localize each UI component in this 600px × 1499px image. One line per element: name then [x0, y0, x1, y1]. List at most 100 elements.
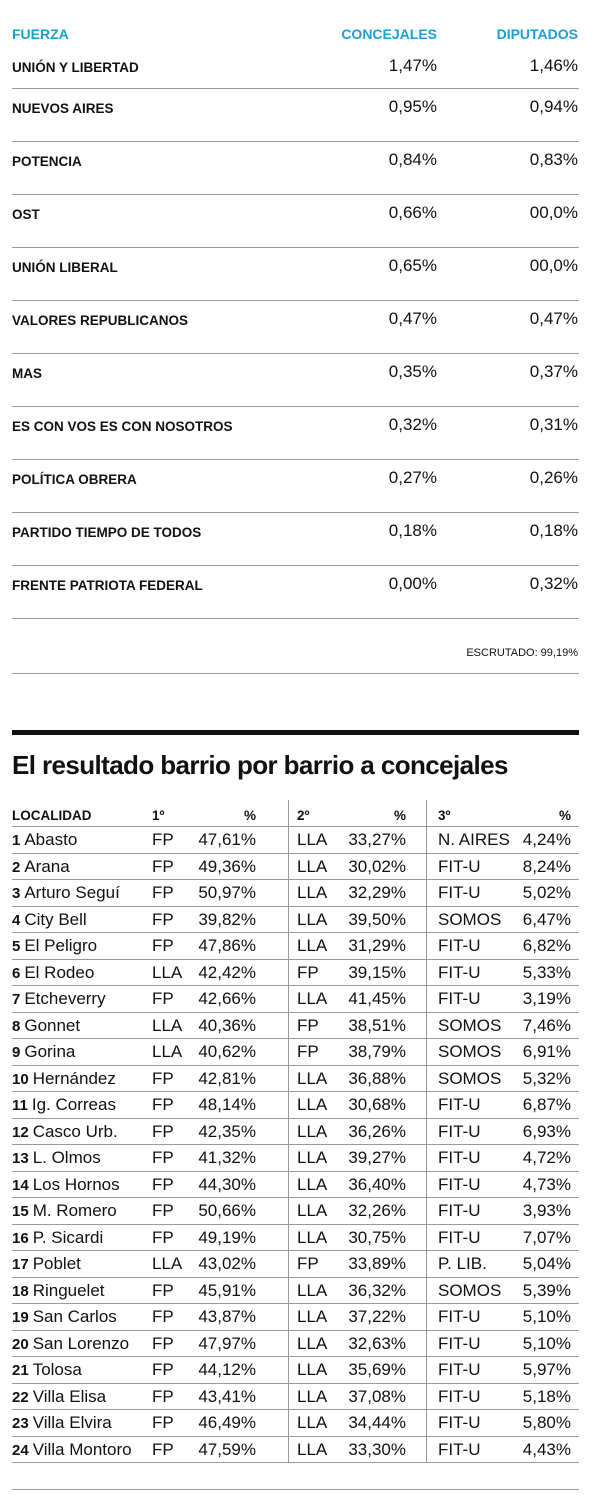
barrio-number: 14 [12, 1176, 29, 1194]
party-row: UNIÓN Y LIBERTAD 1,47% 1,46% [12, 44, 579, 89]
barrio-name: Casco Urb. [32, 1121, 118, 1141]
barrio-name: Villa Montoro [32, 1439, 132, 1459]
first-party: FP [152, 989, 174, 1008]
diputados-value: 00,0% [529, 203, 578, 222]
third-pct: 5,10% [522, 1333, 571, 1353]
second-pct: 33,27% [348, 830, 406, 849]
third-pct: 8,24% [522, 856, 571, 876]
third-party: FIT-U [438, 962, 481, 982]
third-party: SOMOS [438, 1042, 502, 1061]
barrio-localidad: 15 M. Romero [12, 1201, 117, 1221]
diputados-value: 0,32% [529, 574, 578, 593]
second-pct: 34,44% [348, 1413, 406, 1432]
party-row: MAS 0,35% 0,37% [12, 354, 579, 407]
third-pct: 6,93% [522, 1121, 571, 1141]
header-fuerza: FUERZA [12, 26, 69, 42]
second-party: LLA [297, 1386, 328, 1406]
diputados-value: 0,37% [529, 362, 578, 381]
third-pct: 4,72% [522, 1148, 571, 1167]
third-party: FIT-U [438, 1095, 481, 1114]
first-pct: 49,19% [198, 1227, 256, 1247]
barrio-name: Hernández [32, 1068, 116, 1088]
second-pct: 41,45% [348, 989, 406, 1008]
party-row: NUEVOS AIRES 0,95% 0,94% [12, 89, 579, 142]
barrio-name: Arana [24, 856, 70, 876]
first-party: FP [152, 1227, 174, 1247]
barrio-number: 12 [12, 1123, 29, 1141]
barrio-name: El Rodeo [24, 962, 95, 982]
first-party: LLA [152, 962, 183, 982]
barrio-number: 24 [12, 1441, 29, 1459]
first-pct: 50,66% [198, 1201, 256, 1220]
second-party: LLA [297, 1360, 328, 1379]
third-party: FIT-U [438, 1174, 481, 1194]
second-pct: 32,63% [348, 1333, 406, 1353]
barrio-localidad: 18 Ringuelet [12, 1281, 105, 1301]
diputados-value: 00,0% [529, 256, 578, 275]
diputados-value: 0,31% [529, 415, 578, 434]
party-row: POTENCIA 0,84% 0,83% [12, 142, 579, 195]
second-pct: 36,40% [348, 1174, 406, 1194]
barrio-localidad: 16 P. Sicardi [12, 1228, 103, 1248]
first-pct: 41,32% [198, 1148, 256, 1167]
barrio-name: Ringuelet [32, 1280, 105, 1300]
barrio-localidad: 20 San Lorenzo [12, 1334, 129, 1354]
barrio-name: Poblet [32, 1254, 81, 1273]
third-party: FIT-U [438, 1333, 481, 1353]
third-pct: 5,97% [522, 1360, 571, 1379]
barrio-row: 21 Tolosa FP 44,12% LLA 35,69% FIT-U 5,97% [12, 1357, 579, 1384]
barrio-row: 5 El Peligro FP 47,86% LLA 31,29% FIT-U 6,82% [12, 933, 579, 960]
barrio-row: 15 M. Romero FP 50,66% LLA 32,26% FIT-U 3,93% [12, 1198, 579, 1225]
first-party: FP [152, 1360, 174, 1379]
third-pct: 6,47% [522, 909, 571, 929]
second-party: FP [297, 962, 319, 982]
first-party: LLA [152, 1042, 183, 1061]
first-pct: 43,41% [198, 1386, 256, 1406]
third-party: N. AIRES [438, 830, 510, 849]
barrio-localidad: 24 Villa Montoro [12, 1440, 132, 1460]
first-pct: 47,59% [198, 1439, 256, 1459]
diputados-value: 0,94% [529, 97, 578, 116]
diputados-value: 0,26% [529, 468, 578, 487]
second-pct: 31,29% [348, 936, 406, 955]
party-table-body: UNIÓN Y LIBERTAD 1,47% 1,46% NUEVOS AIRES 0,… [12, 44, 579, 619]
second-pct: 38,51% [348, 1015, 406, 1035]
barrio-row: 17 Poblet LLA 43,02% FP 33,89% P. LIB. 5,04% [12, 1251, 579, 1278]
second-party: LLA [297, 1307, 328, 1326]
second-party: LLA [297, 1439, 328, 1459]
barrio-name: Arturo Seguí [24, 883, 120, 902]
first-pct: 44,12% [198, 1360, 256, 1379]
barrio-row: 8 Gonnet LLA 40,36% FP 38,51% SOMOS 7,46% [12, 1013, 579, 1039]
barrio-localidad: 6 El Rodeo [12, 963, 94, 983]
barrio-localidad: 19 San Carlos [12, 1307, 117, 1327]
first-pct: 44,30% [198, 1174, 256, 1194]
barrio-number: 3 [12, 885, 21, 902]
diputados-value: 1,46% [529, 56, 578, 75]
third-party: FIT-U [438, 1201, 481, 1220]
third-party: FIT-U [438, 1227, 481, 1247]
second-pct: 38,79% [348, 1042, 406, 1061]
third-party: FIT-U [438, 1307, 481, 1326]
second-party: FP [297, 1254, 319, 1273]
second-party: LLA [297, 883, 328, 902]
concejales-value: 1,47% [388, 56, 437, 75]
third-pct: 7,07% [522, 1227, 571, 1247]
first-pct: 48,14% [198, 1095, 256, 1114]
second-party: LLA [297, 1148, 328, 1167]
third-pct: 5,33% [522, 962, 571, 982]
first-party: FP [152, 1413, 174, 1432]
barrio-name: Los Hornos [32, 1174, 120, 1194]
second-party: LLA [297, 1333, 328, 1353]
barrio-name: City Bell [24, 909, 87, 929]
header-second-pct: % [393, 808, 406, 823]
third-pct: 4,43% [522, 1439, 571, 1459]
barrio-row: 19 San Carlos FP 43,87% LLA 37,22% FIT-U 5,10% [12, 1304, 579, 1331]
second-party: LLA [297, 1227, 328, 1247]
second-pct: 39,15% [348, 962, 406, 982]
concejales-value: 0,18% [388, 521, 437, 540]
first-pct: 42,35% [198, 1121, 256, 1141]
first-pct: 43,02% [198, 1254, 256, 1273]
first-party: FP [152, 1439, 174, 1459]
barrio-number: 5 [12, 938, 21, 955]
concejales-value: 0,35% [388, 362, 437, 381]
